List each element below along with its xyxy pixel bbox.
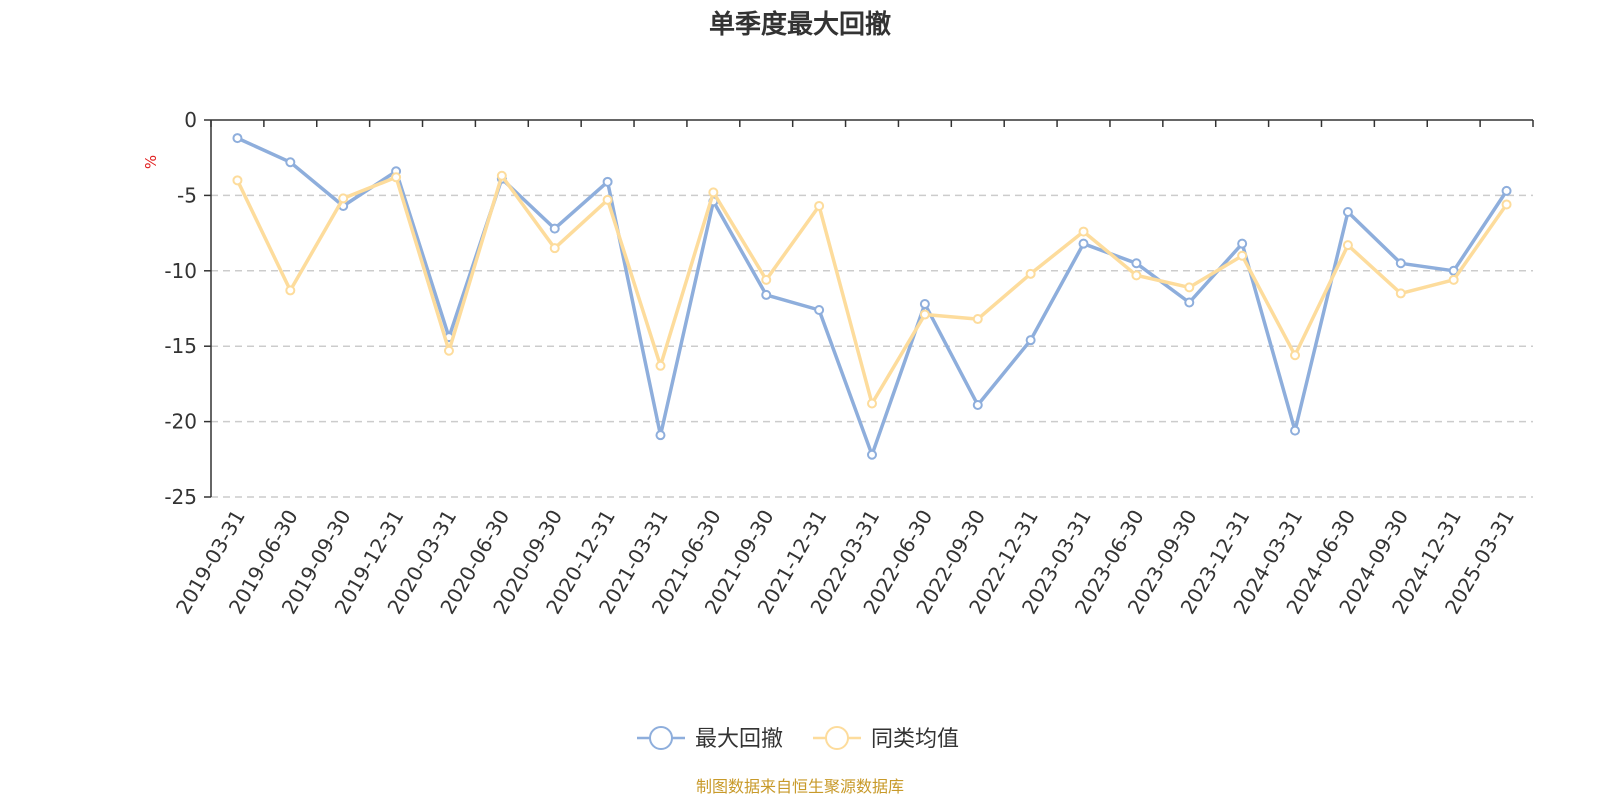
legend-label: 同类均值 [871, 727, 959, 752]
data-point [1078, 226, 1089, 237]
data-point [549, 243, 560, 254]
data-point [867, 449, 877, 460]
data-point [1448, 274, 1459, 285]
data-point [919, 298, 930, 309]
legend[interactable]: 最大回撤 同类均值 [637, 726, 959, 752]
chart-title: 单季度最大回撤 [709, 9, 891, 40]
data-point [232, 133, 243, 144]
legend-circle-icon [825, 726, 849, 750]
y-tick-label: 0 [184, 108, 197, 132]
data-point [602, 176, 613, 187]
series-1 [232, 133, 1512, 460]
y-tick-label: -10 [164, 259, 197, 283]
data-point [867, 398, 877, 409]
data-point [708, 187, 719, 198]
legend-circle-icon [649, 726, 673, 750]
y-tick-label: -20 [164, 410, 197, 434]
data-point [919, 309, 930, 320]
data-point [443, 345, 454, 356]
data-point [1131, 270, 1142, 281]
grid-lines [211, 194, 1533, 498]
data-point [1395, 288, 1406, 299]
legend-item-2[interactable]: 同类均值 [813, 726, 959, 752]
data-point [1342, 206, 1353, 217]
data-point [496, 170, 507, 181]
data-point [1025, 335, 1036, 346]
data-point [1025, 268, 1036, 279]
data-point [655, 360, 666, 371]
y-tick-label: -15 [164, 334, 197, 358]
data-point [972, 314, 983, 325]
y-tick-label: -5 [177, 183, 197, 207]
data-point [1395, 258, 1406, 269]
axes [210, 119, 1533, 497]
data-point [814, 200, 825, 211]
data-point [338, 193, 349, 204]
data-point [655, 430, 666, 441]
data-point [1237, 250, 1248, 261]
data-point [1184, 297, 1195, 308]
data-point [1342, 240, 1353, 251]
data-point [1501, 199, 1512, 210]
data-point [1131, 258, 1142, 269]
data-point [232, 175, 243, 186]
series-2 [232, 170, 1512, 409]
series-lines [232, 133, 1512, 460]
data-point [549, 223, 560, 234]
legend-label: 最大回撤 [695, 727, 783, 752]
data-point [1078, 238, 1089, 249]
y-axis-label: % [142, 155, 160, 169]
data-point [814, 305, 825, 316]
data-point [602, 194, 613, 205]
y-axis-ticks: 0 -5 -10 -15 -20 -25 [164, 108, 211, 509]
data-point [972, 400, 983, 411]
data-point [1448, 265, 1459, 276]
y-tick-label: -25 [164, 485, 197, 509]
series-line [235, 174, 1509, 406]
data-point [285, 285, 296, 296]
legend-item-1[interactable]: 最大回撤 [637, 726, 783, 752]
data-point [1501, 185, 1512, 196]
data-point [761, 274, 772, 285]
data-point [1290, 425, 1301, 436]
data-point [391, 172, 402, 183]
data-point [1290, 350, 1301, 361]
data-source-note: 制图数据来自恒生聚源数据库 [696, 777, 904, 796]
data-point [285, 157, 296, 168]
data-point [761, 289, 772, 300]
data-point [1184, 282, 1195, 293]
data-point [1237, 238, 1248, 249]
